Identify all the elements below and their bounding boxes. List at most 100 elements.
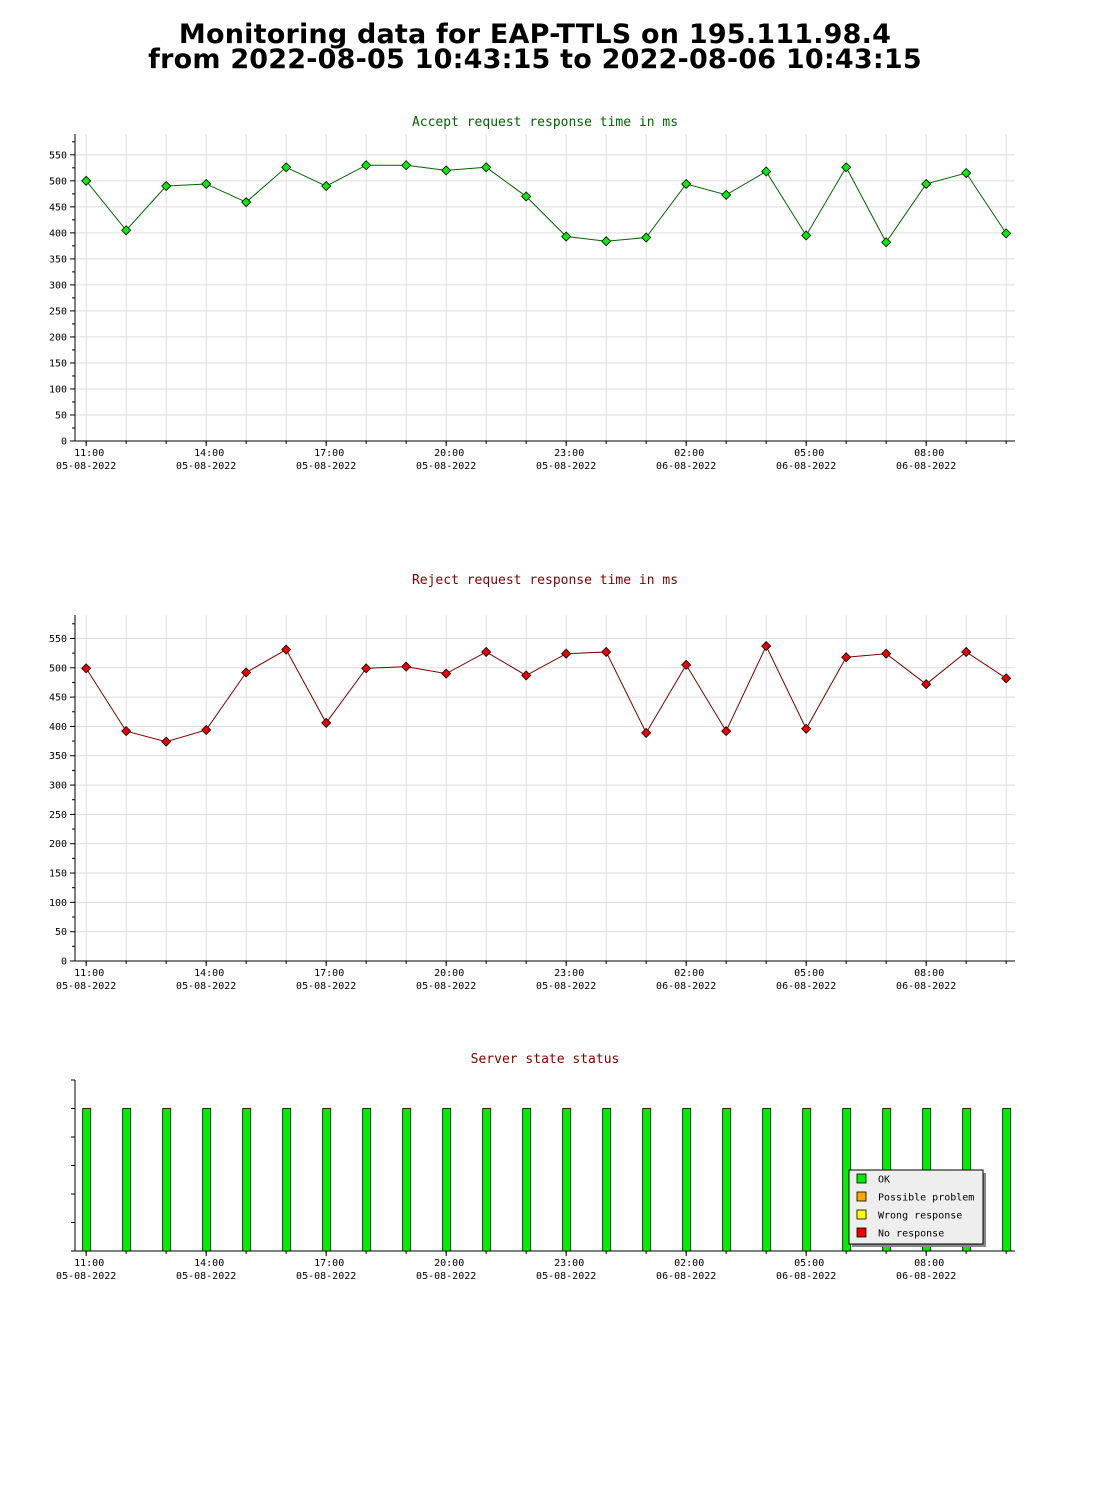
chart-3-status-bar [1002,1108,1012,1252]
chart-3-x-tick-time: 17:00 [314,1258,344,1269]
chart-3-x-tick-date: 05-08-2022 [176,1271,236,1282]
chart-1-x-tick-date: 06-08-2022 [896,461,956,472]
chart-3-status-bar [802,1108,812,1252]
chart-1-data-point [881,237,892,248]
chart-1-data-point [361,160,372,171]
chart-3-x-tick-date: 06-08-2022 [656,1271,716,1282]
chart-1-data-point [1001,228,1012,239]
chart-2-x-tick-time: 11:00 [74,968,104,979]
chart-2-data-point [881,648,892,659]
chart-2-y-tick-label: 500 [49,663,67,674]
chart-1-data-point [761,166,772,177]
chart-1-data-point [321,180,332,192]
chart-3-legend [848,1169,984,1245]
chart-1-y-tick-label: 0 [61,437,67,448]
chart-2-x-tick-time: 20:00 [434,968,464,979]
chart-1-series-line [85,164,1007,244]
chart-1-data-point [121,225,132,236]
chart-3-x-tick-date: 05-08-2022 [416,1271,476,1282]
chart-3-status-bar [122,1108,132,1252]
chart-1-data-point [81,175,92,186]
chart-1-x-tick-date: 05-08-2022 [536,461,596,472]
chart-3-x-tick-date: 05-08-2022 [56,1271,116,1282]
chart-2-data-point [521,670,532,681]
chart-1-data-point [561,231,572,242]
chart-3-status-bar [642,1108,652,1252]
chart-1-y-tick-label: 450 [49,202,67,213]
chart-1-x-tick-date: 06-08-2022 [776,461,836,472]
chart-1-title: Accept request response time in ms [412,115,678,130]
chart-3-status-bar [82,1108,92,1252]
chart-3-status-bar [362,1108,372,1252]
chart-2-data-point [321,717,332,728]
chart-1-data-point [481,162,492,173]
chart-3-x-tick-date: 05-08-2022 [296,1271,356,1282]
chart-3-legend-label: No response [878,1229,944,1240]
chart-3-legend-swatch [856,1209,867,1220]
chart-2-y-tick-label: 0 [61,957,67,968]
chart-3-legend-label: Possible problem [878,1193,974,1204]
chart-2-data-point [601,646,612,658]
chart-3-legend-label: Wrong response [878,1211,962,1222]
chart-3-status-bar [242,1108,252,1252]
chart-2-y-tick-label: 250 [49,810,67,821]
chart-1-group: Accept request response time in ms 0 50 100… [49,115,1015,472]
chart-2-y-tick-label: 200 [49,839,67,850]
chart-3-status-bar [682,1108,692,1252]
chart-3-status-bar [402,1108,412,1252]
chart-3-group: Server state status 11:00 05-08-2022 14:00 0… [56,1052,1015,1282]
chart-2-data-point [481,646,492,658]
chart-2-x-tick-date: 05-08-2022 [536,981,596,992]
chart-2-y-tick-label: 350 [49,751,67,762]
chart-3-status-bar [282,1108,292,1252]
chart-2-x-tick-date: 06-08-2022 [776,981,836,992]
chart-1-x-tick-date: 05-08-2022 [416,461,476,472]
chart-2-data-point [401,661,412,672]
chart-1-data-point [441,165,452,176]
chart-2-data-point [1001,673,1012,684]
chart-3-status-bar [162,1108,172,1252]
chart-2-x-tick-time: 08:00 [914,968,944,979]
chart-2-data-point [241,667,252,678]
chart-1-y-tick-label: 400 [49,228,67,239]
chart-1-y-tick-label: 500 [49,176,67,187]
chart-1-data-point [601,236,612,247]
chart-1-x-tick-time: 11:00 [74,448,104,459]
chart-3-status-bar [202,1108,212,1252]
chart-3-x-tick-time: 05:00 [794,1258,824,1269]
chart-2-data-point [721,726,732,737]
chart-3-x-tick-date: 05-08-2022 [536,1271,596,1282]
chart-3-x-tick-time: 14:00 [194,1258,224,1269]
chart-1-y-tick-label: 100 [49,384,67,395]
chart-2-data-point [921,679,932,690]
chart-2-data-point [561,648,572,659]
chart-3-x-tick-date: 06-08-2022 [896,1271,956,1282]
chart-1-data-point [401,160,412,171]
chart-2-y-tick-label: 400 [49,722,67,733]
page-title-line-1: Monitoring data for EAP-TTLS on 195.111.… [178,19,892,50]
chart-1-y-tick-label: 250 [49,306,67,317]
chart-1-data-point [681,178,692,190]
page-title-line-2: from 2022-08-05 10:43:15 to 2022-08-06 1… [148,44,922,75]
chart-1-x-tick-time: 14:00 [194,448,224,459]
chart-2-data-point [961,646,972,658]
chart-3-status-bar [442,1108,452,1252]
chart-2-data-point [841,652,852,663]
chart-1-data-point [241,197,252,208]
chart-1-data-point [721,189,732,200]
chart-2-data-point [361,663,372,674]
chart-2-x-tick-time: 14:00 [194,968,224,979]
chart-1-data-point [801,230,812,241]
chart-2-data-point [441,668,452,679]
chart-3-status-bar [722,1108,732,1252]
chart-3-status-bar [762,1108,772,1252]
chart-1-y-tick-label: 200 [49,332,67,343]
chart-2-data-point [161,736,172,747]
chart-1-data-point [961,167,972,179]
chart-2-data-point [81,663,92,674]
chart-3-x-tick-time: 11:00 [74,1258,104,1269]
chart-2-x-tick-date: 05-08-2022 [296,981,356,992]
chart-1-x-tick-date: 05-08-2022 [56,461,116,472]
chart-1-data-point [201,178,212,190]
